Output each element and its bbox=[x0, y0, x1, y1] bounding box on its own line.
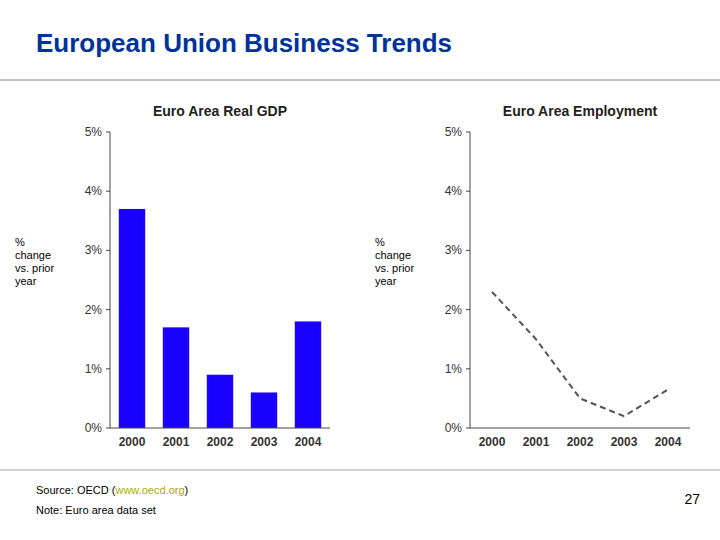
y-tick-label: 2% bbox=[445, 303, 463, 317]
y-axis-line bbox=[470, 132, 471, 428]
bar bbox=[251, 392, 277, 428]
x-axis-line bbox=[110, 428, 330, 429]
y-tick bbox=[106, 250, 110, 251]
y-tick-label: 0% bbox=[445, 421, 463, 435]
chart-title: Euro Area Employment bbox=[503, 103, 658, 119]
line bbox=[492, 292, 668, 416]
y-axis-line bbox=[110, 132, 111, 428]
y-tick-label: 1% bbox=[445, 362, 463, 376]
y-tick bbox=[466, 428, 470, 429]
y-tick-label: 0% bbox=[85, 421, 103, 435]
page-title: European Union Business Trends bbox=[36, 28, 452, 58]
y-axis-label-line: change bbox=[15, 249, 51, 261]
y-axis-label: % changevs. prioryear bbox=[15, 236, 54, 287]
source-prefix: Source: OECD ( bbox=[36, 484, 116, 496]
x-tick-label: 2001 bbox=[523, 435, 550, 449]
source-link: www.oecd.org bbox=[114, 484, 184, 496]
y-tick bbox=[466, 309, 470, 310]
source: Source: OECD (www.oecd.org) bbox=[36, 484, 188, 496]
plot-area bbox=[119, 209, 321, 428]
x-tick-label: 2002 bbox=[567, 435, 594, 449]
y-axis-label-line: year bbox=[375, 275, 397, 287]
y-tick bbox=[466, 250, 470, 251]
y-tick bbox=[106, 428, 110, 429]
header-rule bbox=[0, 80, 720, 81]
y-axis-label-line: change bbox=[375, 249, 411, 261]
y-tick-label: 5% bbox=[445, 125, 463, 139]
y-axis-label-line: vs. prior bbox=[15, 262, 54, 274]
chart: Euro Area Employment% changevs. prioryea… bbox=[375, 103, 690, 449]
y-tick bbox=[106, 309, 110, 310]
x-tick-label: 2003 bbox=[251, 435, 278, 449]
y-tick bbox=[466, 191, 470, 192]
y-tick bbox=[466, 132, 470, 133]
y-tick-label: 5% bbox=[85, 125, 103, 139]
plot-area bbox=[492, 292, 668, 416]
y-tick-label: 4% bbox=[445, 184, 463, 198]
x-tick-label: 2004 bbox=[295, 435, 322, 449]
x-tick-label: 2001 bbox=[163, 435, 190, 449]
page-number: 27 bbox=[684, 491, 700, 507]
y-tick bbox=[106, 191, 110, 192]
bar bbox=[163, 327, 189, 428]
y-tick bbox=[466, 368, 470, 369]
y-tick-label: 1% bbox=[85, 362, 103, 376]
page: European Union Business Trends Euro Area … bbox=[0, 0, 720, 540]
bar bbox=[207, 375, 233, 428]
y-tick-label: 3% bbox=[85, 243, 103, 257]
x-tick-label: 2002 bbox=[207, 435, 234, 449]
y-axis-label-line: year bbox=[15, 275, 37, 287]
footer-rule bbox=[0, 470, 720, 471]
y-tick bbox=[106, 132, 110, 133]
y-axis-label-line: % bbox=[375, 236, 388, 248]
x-tick-label: 2000 bbox=[479, 435, 506, 449]
x-tick-label: 2004 bbox=[655, 435, 682, 449]
y-tick-label: 4% bbox=[85, 184, 103, 198]
y-axis-label-line: % bbox=[15, 236, 28, 248]
note: Note: Euro area data set bbox=[36, 504, 156, 516]
chart: Euro Area Real GDP% changevs. prioryear0… bbox=[15, 103, 330, 449]
source-suffix: ) bbox=[185, 484, 189, 496]
y-tick-label: 3% bbox=[445, 243, 463, 257]
x-tick-label: 2003 bbox=[611, 435, 638, 449]
y-tick bbox=[106, 368, 110, 369]
x-tick-label: 2000 bbox=[119, 435, 146, 449]
x-axis-line bbox=[470, 428, 690, 429]
y-tick-label: 2% bbox=[85, 303, 103, 317]
bar bbox=[295, 321, 321, 428]
chart-title: Euro Area Real GDP bbox=[153, 103, 287, 119]
bar bbox=[119, 209, 145, 428]
y-axis-label-line: vs. prior bbox=[375, 262, 414, 274]
y-axis-label: % changevs. prioryear bbox=[375, 236, 414, 287]
